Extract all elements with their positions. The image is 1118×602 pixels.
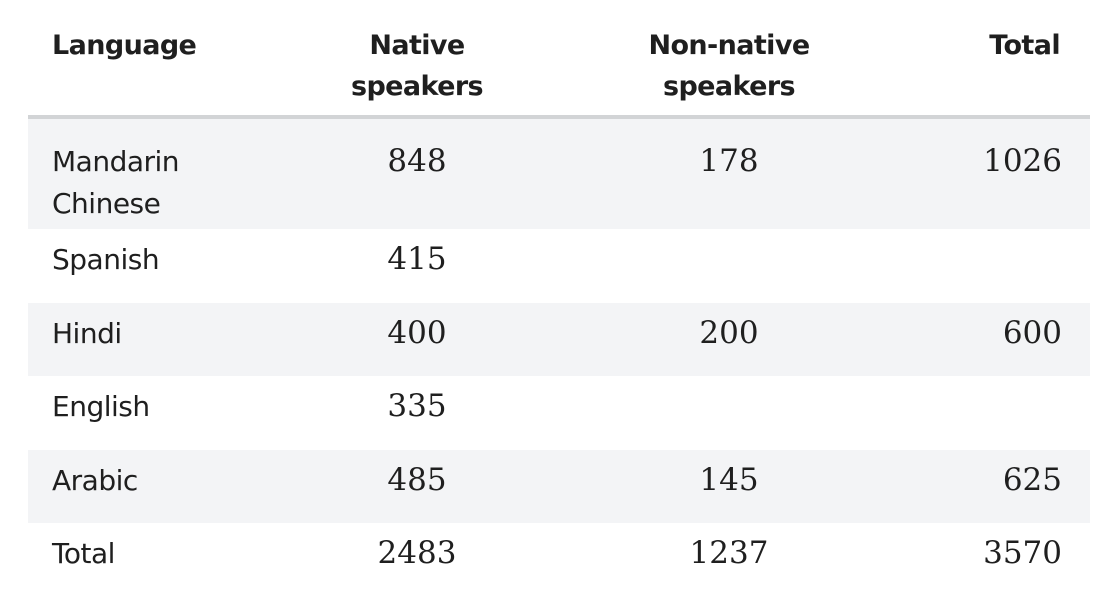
header-native-line1: Native (369, 30, 465, 61)
cell-total: 625 (884, 449, 1090, 523)
header-native-line2: speakers (350, 70, 484, 102)
cell-native: 848 (260, 117, 574, 229)
cell-language: Hindi (28, 302, 260, 376)
table-row-arabic: Arabic 485 145 625 (28, 449, 1090, 523)
cell-total (884, 376, 1090, 450)
header-native-speakers: Native speakers (260, 0, 574, 119)
table-row-spanish: Spanish 415 (28, 229, 1090, 303)
header-row: Language Native speakers Non-native spea… (28, 0, 1090, 119)
cell-language: English (28, 376, 260, 450)
cell-total (884, 229, 1090, 303)
cell-language: Mandarin Chinese (28, 117, 260, 229)
cell-nonnative: 200 (574, 302, 884, 376)
cell-native: 2483 (260, 523, 574, 597)
language-name-line1: Mandarin (52, 145, 180, 178)
cell-total: 3570 (884, 523, 1090, 597)
cell-native: 415 (260, 229, 574, 303)
header-language-label: Language (52, 30, 197, 61)
cell-native: 335 (260, 376, 574, 450)
header-nonnative-line1: Non-native (648, 30, 810, 61)
cell-nonnative: 178 (574, 117, 884, 229)
cell-nonnative (574, 229, 884, 303)
language-name-line2: Chinese (52, 187, 161, 220)
table-header: Language Native speakers Non-native spea… (28, 0, 1090, 119)
table-row-hindi: Hindi 400 200 600 (28, 302, 1090, 376)
cell-language: Arabic (28, 449, 260, 523)
table-row-total: Total 2483 1237 3570 (28, 523, 1090, 597)
cell-nonnative: 1237 (574, 523, 884, 597)
speakers-table: Language Native speakers Non-native spea… (28, 0, 1090, 597)
table-row-mandarin: Mandarin Chinese 848 178 1026 (28, 117, 1090, 229)
table-row-english: English 335 (28, 376, 1090, 450)
cell-native: 485 (260, 449, 574, 523)
header-nonnative-speakers: Non-native speakers (574, 0, 884, 119)
header-nonnative-line2: speakers (662, 70, 796, 102)
table-body: Mandarin Chinese 848 178 1026 Spanish 41… (28, 117, 1090, 597)
cell-nonnative (574, 376, 884, 450)
cell-total: 600 (884, 302, 1090, 376)
cell-language: Spanish (28, 229, 260, 303)
cell-nonnative: 145 (574, 449, 884, 523)
header-total-label: Total (989, 30, 1060, 61)
speakers-table-container: Language Native speakers Non-native spea… (28, 0, 1090, 597)
header-language: Language (28, 0, 260, 119)
cell-language: Total (28, 523, 260, 597)
cell-total: 1026 (884, 117, 1090, 229)
cell-native: 400 (260, 302, 574, 376)
header-total: Total (884, 0, 1090, 119)
